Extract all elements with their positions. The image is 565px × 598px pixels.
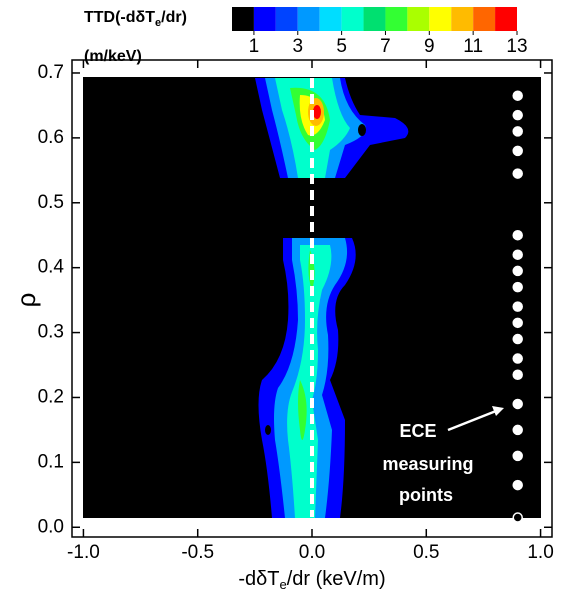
y-tick-label: 0.3 bbox=[38, 322, 64, 343]
y-tick-label: 0.6 bbox=[38, 127, 64, 148]
x-tick-label: 1.0 bbox=[527, 542, 553, 563]
measurement-point bbox=[512, 450, 523, 462]
measurement-point bbox=[512, 317, 523, 329]
colorbar-cell bbox=[473, 7, 496, 31]
colorbar-tick-label: 13 bbox=[506, 36, 527, 57]
measurement-point bbox=[512, 126, 523, 137]
colorbar-unit: (m/keV) bbox=[84, 48, 142, 65]
colorbar-tick-label: 7 bbox=[380, 36, 391, 57]
measurement-point bbox=[512, 168, 523, 179]
measurement-point bbox=[512, 109, 523, 121]
x-tick-label: 0.5 bbox=[413, 542, 439, 563]
contour-region bbox=[298, 380, 307, 440]
colorbar-tick-label: 11 bbox=[463, 36, 483, 57]
colorbar-tick-label: 1 bbox=[249, 36, 260, 57]
measurement-point bbox=[512, 424, 523, 436]
y-axis-label: ρ bbox=[11, 293, 41, 308]
annotation-line: points bbox=[399, 485, 453, 505]
x-tick-label: -1.0 bbox=[67, 542, 100, 563]
colorbar-title-part: /dr) bbox=[161, 9, 187, 26]
y-tick-label: 0.2 bbox=[38, 386, 64, 407]
measurement-point bbox=[512, 301, 523, 312]
annotation-arrowhead bbox=[492, 406, 504, 416]
measurement-point bbox=[512, 333, 523, 345]
contour-hole bbox=[358, 124, 366, 136]
measurement-point bbox=[512, 398, 523, 410]
colorbar-cell bbox=[319, 7, 342, 31]
measurement-point bbox=[512, 281, 523, 293]
colorbar-cell bbox=[341, 7, 364, 31]
y-tick-label: 0.0 bbox=[38, 516, 64, 537]
x-axis-label: -dδTe/dr (keV/m) bbox=[238, 568, 385, 592]
colorbar-tick-label: 9 bbox=[424, 36, 435, 57]
contour-region bbox=[313, 105, 321, 119]
measurement-point bbox=[512, 145, 523, 157]
measurement-point bbox=[512, 353, 523, 364]
y-tick-label: 0.7 bbox=[38, 62, 64, 83]
y-tick-label: 0.1 bbox=[38, 451, 64, 472]
y-tick-label: 0.4 bbox=[38, 257, 65, 278]
colorbar-title-part: TTD(-dδT bbox=[84, 9, 155, 26]
colorbar-cell bbox=[407, 7, 430, 31]
colorbar-cell bbox=[385, 7, 408, 31]
x-axis-label-part: -dδT bbox=[238, 568, 279, 590]
measurement-point bbox=[512, 90, 523, 101]
measurement-point bbox=[512, 369, 523, 381]
colorbar-cell bbox=[495, 7, 517, 31]
measurement-point bbox=[512, 479, 523, 491]
measurement-point bbox=[512, 265, 523, 277]
annotation-line: measuring bbox=[382, 454, 473, 474]
x-tick-label: -0.5 bbox=[181, 542, 214, 563]
x-axis-label-subscript: e bbox=[280, 577, 287, 592]
colorbar-cell bbox=[275, 7, 298, 31]
contour-hole bbox=[265, 425, 271, 435]
colorbar-cell bbox=[253, 7, 276, 31]
colorbar-cell bbox=[363, 7, 386, 31]
annotation: ECE measuring points bbox=[382, 406, 504, 505]
colorbar-title-subscript: e bbox=[155, 17, 161, 29]
annotation-line: ECE bbox=[399, 421, 436, 441]
annotation-arrow bbox=[447, 409, 497, 432]
colorbar-tick-label: 5 bbox=[336, 36, 347, 57]
y-tick-label: 0.5 bbox=[38, 192, 64, 213]
colorbar-cell bbox=[451, 7, 474, 31]
colorbar-cell bbox=[429, 7, 452, 31]
measurement-point bbox=[512, 512, 523, 523]
measurement-point bbox=[512, 249, 523, 260]
measurement-point bbox=[512, 229, 523, 241]
colorbar-cell bbox=[232, 7, 254, 31]
contour-region bbox=[287, 245, 332, 518]
colorbar-tick-label: 3 bbox=[292, 36, 303, 57]
x-axis-label-part: /dr (keV/m) bbox=[287, 568, 386, 590]
x-tick-label: 0.0 bbox=[299, 542, 325, 563]
colorbar-title: TTD(-dδTe/dr) bbox=[84, 9, 187, 29]
colorbar-cell bbox=[297, 7, 320, 31]
